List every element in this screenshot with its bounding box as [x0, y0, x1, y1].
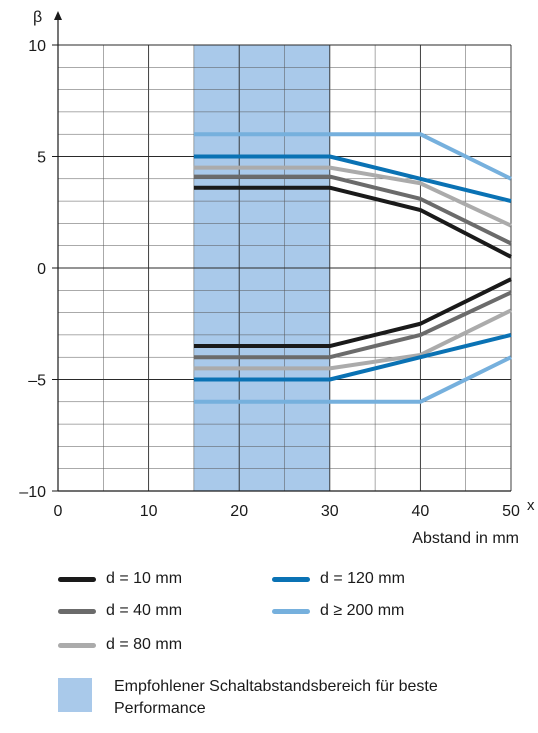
y-axis-label: β	[33, 9, 42, 26]
legend-swatch-d80	[58, 642, 96, 648]
y-tick-label: –5	[28, 373, 46, 390]
series-line-upper-1	[193, 174, 512, 246]
series-line-upper-3	[193, 154, 512, 204]
series-line-upper-2	[193, 165, 512, 228]
y-tick-label: 0	[37, 261, 46, 278]
legend-label-d80: d = 80 mm	[106, 636, 183, 653]
x-tick-label: 0	[54, 503, 63, 520]
legend-swatch-region	[58, 678, 92, 712]
series-line-lower-4	[193, 355, 512, 404]
y-tick-label: 10	[28, 38, 46, 55]
y-axis-arrow	[54, 11, 62, 20]
legend-item-region: Empfohlener Schaltabstandsbereich für be…	[58, 676, 474, 720]
legend-item-d80: d = 80 mm	[58, 636, 182, 654]
legend-swatch-d40	[58, 608, 96, 614]
y-tick-label: –10	[19, 484, 46, 501]
legend-item-d40: d = 40 mm	[58, 602, 182, 620]
x-tick-label: 50	[502, 503, 520, 520]
series-line-upper-4	[193, 132, 512, 181]
x-tick-label: 30	[321, 503, 339, 520]
x-tick-label: 20	[230, 503, 248, 520]
legend-label-d10: d = 10 mm	[106, 570, 183, 587]
x-tick-label: 40	[412, 503, 430, 520]
legend-label-d40: d = 40 mm	[106, 602, 183, 619]
legend-item-d200: d ≥ 200 mm	[272, 602, 404, 620]
legend-label-d120: d = 120 mm	[320, 570, 405, 587]
x-axis-label: Abstand in mm	[412, 530, 519, 547]
y-tick-label: 5	[37, 150, 46, 167]
series-line-lower-2	[193, 308, 512, 371]
legend-item-d120: d = 120 mm	[272, 570, 405, 588]
series-line-lower-1	[193, 290, 512, 360]
legend-swatch-d10	[58, 576, 96, 582]
legend-swatch-d120	[272, 576, 310, 582]
series-line-lower-0	[193, 277, 512, 349]
series-line-lower-3	[193, 332, 512, 382]
series-line-upper-0	[193, 185, 512, 259]
legend-label-region: Empfohlener Schaltabstandsbereich für be…	[114, 678, 438, 717]
legend-swatch-d200	[272, 608, 310, 614]
legend-item-d10: d = 10 mm	[58, 570, 182, 588]
legend-label-d200: d ≥ 200 mm	[320, 602, 405, 619]
x-tick-label: 10	[140, 503, 158, 520]
x-axis-letter: x	[527, 497, 535, 514]
